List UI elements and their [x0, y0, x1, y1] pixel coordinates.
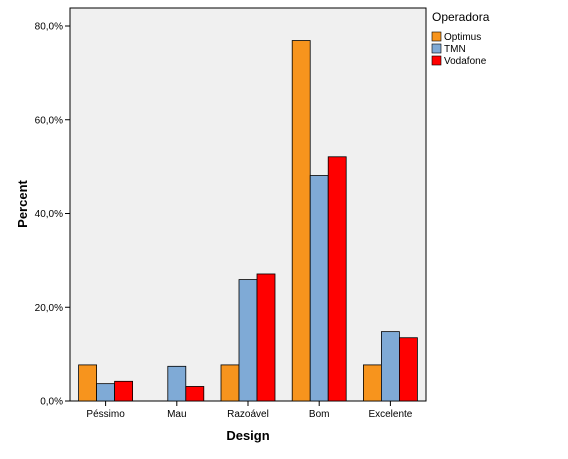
- bar-vodafone-2: [256, 273, 276, 402]
- bar-tmn-4: [380, 331, 400, 402]
- bar-vodafone-3: [327, 156, 347, 402]
- x-axis-title: Design: [226, 428, 269, 443]
- bar-optimus-3: [291, 40, 311, 402]
- y-tick-label: 40,0%: [35, 209, 63, 220]
- bar-vodafone-4: [398, 337, 418, 402]
- x-tick-label: Excelente: [368, 409, 412, 420]
- bar-optimus-4: [362, 364, 382, 402]
- bar-optimus-0: [78, 364, 97, 402]
- y-tick-label: 80,0%: [35, 22, 63, 33]
- bar-tmn-1: [167, 365, 187, 402]
- legend-label-tmn: TMN: [444, 44, 466, 55]
- bar-vodafone-1: [185, 386, 205, 402]
- legend-swatch-tmn: [431, 43, 442, 54]
- y-tick-label: 20,0%: [35, 303, 63, 314]
- bar-vodafone-0: [114, 380, 133, 402]
- y-axis-ticks: 0,0% 20,0% 40,0% 60,0% 80,0%: [35, 22, 70, 408]
- legend-label-optimus: Optimus: [444, 32, 481, 43]
- legend-swatch-optimus: [431, 31, 442, 42]
- y-axis-title: Percent: [15, 179, 30, 227]
- bars-group: [78, 40, 418, 402]
- bar-tmn-2: [238, 279, 258, 402]
- bar-optimus-2: [220, 364, 240, 402]
- x-tick-label: Mau: [167, 409, 186, 420]
- bar-tmn-3: [309, 175, 329, 402]
- legend-title: Operadora: [432, 10, 490, 24]
- x-tick-label: Péssimo: [86, 409, 125, 420]
- legend-label-vodafone: Vodafone: [444, 56, 487, 67]
- x-axis-ticks: Péssimo Mau Razoável Bom Excelente: [86, 401, 413, 420]
- y-tick-label: 0,0%: [40, 397, 63, 408]
- x-tick-label: Bom: [309, 409, 330, 420]
- y-tick-label: 60,0%: [35, 115, 63, 126]
- x-tick-label: Razoável: [227, 409, 269, 420]
- bar-tmn-0: [96, 383, 115, 402]
- legend-swatch-vodafone: [431, 55, 442, 66]
